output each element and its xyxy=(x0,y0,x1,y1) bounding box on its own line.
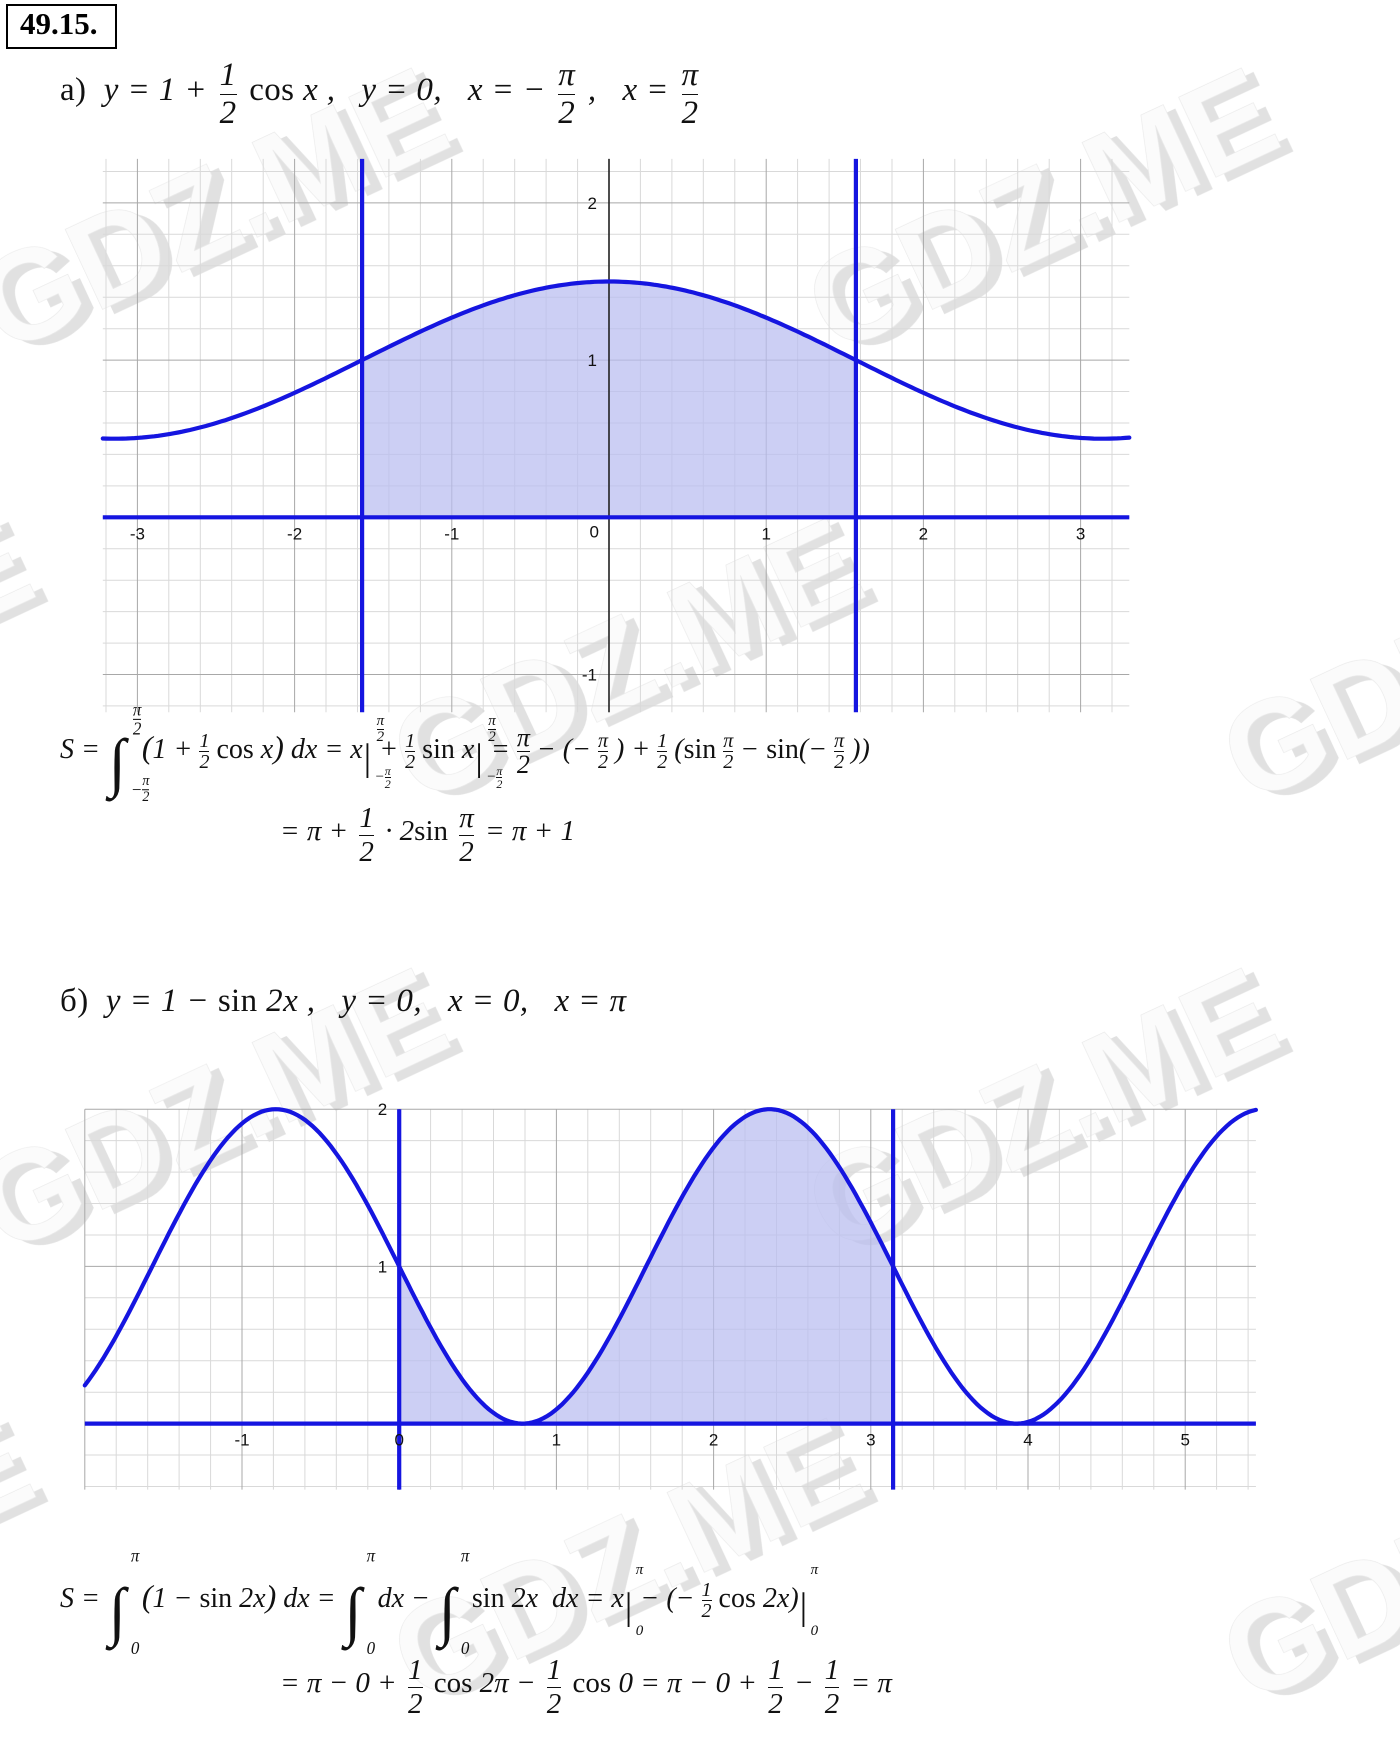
svg-text:2: 2 xyxy=(378,1100,387,1119)
svg-text:1: 1 xyxy=(552,1431,561,1450)
svg-text:0: 0 xyxy=(394,1431,403,1450)
svg-text:3: 3 xyxy=(866,1431,875,1450)
svg-text:2: 2 xyxy=(709,1431,718,1450)
svg-text:-1: -1 xyxy=(234,1431,249,1450)
svg-text:1: 1 xyxy=(378,1257,387,1276)
svg-text:4: 4 xyxy=(1023,1431,1032,1450)
svg-text:5: 5 xyxy=(1180,1431,1189,1450)
